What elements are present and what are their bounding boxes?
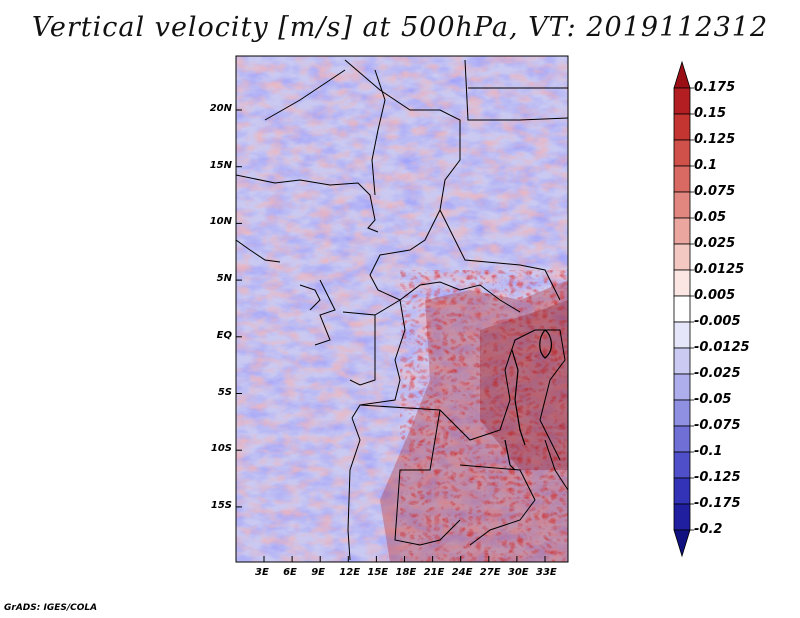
lon-label: 27E (479, 567, 501, 578)
colorbar-cell (673, 295, 691, 323)
colorbar-label: -0.025 (694, 366, 741, 381)
colorbar-label: 0.15 (694, 106, 727, 121)
colorbar-label: -0.125 (694, 470, 741, 485)
colorbar-cell (673, 113, 691, 141)
colorbar-label: -0.175 (694, 496, 741, 511)
colorbar-label: -0.075 (694, 418, 741, 433)
lat-ticks (236, 109, 242, 508)
lat-label: 20N (209, 103, 232, 114)
colorbar-cell (673, 425, 691, 453)
colorbar-label: 0.05 (694, 210, 727, 225)
lat-label: 10S (210, 443, 232, 455)
colorbar-cell (673, 60, 691, 89)
lon-label: 30E (507, 567, 529, 578)
colorbar-label: 0.0125 (694, 262, 745, 277)
colorbar-label: -0.05 (694, 392, 732, 407)
colorbar-cell (673, 373, 691, 401)
colorbar-cell (673, 451, 691, 479)
colorbar-label: 0.075 (694, 184, 736, 199)
colorbar-label: -0.1 (694, 444, 723, 459)
lon-label: 6E (283, 567, 297, 578)
colorbar-label: 0.175 (694, 80, 736, 95)
lon-label: 24E (451, 567, 473, 578)
colorbar-cell (673, 529, 691, 558)
colorbar-cell (673, 399, 691, 427)
lon-label: 3E (255, 567, 269, 578)
lon-ticks (263, 556, 546, 562)
country-borders (236, 59, 568, 561)
colorbar-cell (673, 269, 691, 297)
colorbar-cell (673, 217, 691, 245)
footer-credit: GrADS: IGES/COLA (4, 603, 98, 613)
lon-label: 9E (311, 567, 325, 578)
colorbar-cell (673, 165, 691, 193)
lat-label: 5S (217, 386, 232, 398)
lat-label: 15S (210, 499, 232, 511)
colorbar-label: -0.005 (694, 314, 741, 329)
map-frame (235, 55, 569, 563)
lon-label: 33E (536, 567, 557, 578)
lat-label: EQ (216, 329, 232, 341)
lon-label: 18E (395, 567, 417, 578)
lat-label: 15N (209, 159, 232, 171)
colorbar-cell (673, 87, 691, 115)
colorbar-label: 0.025 (694, 236, 736, 251)
colorbar-cell (673, 191, 691, 219)
colorbar-label: 0.1 (694, 158, 718, 173)
colorbar-cell (673, 477, 691, 505)
lat-label: 5N (216, 273, 232, 285)
colorbar-label: 0.125 (694, 132, 736, 147)
lon-label: 12E (339, 567, 361, 578)
colorbar-label: -0.2 (694, 522, 723, 537)
colorbar (673, 60, 694, 558)
vertical-velocity-field (236, 56, 568, 562)
colorbar-cell (673, 503, 691, 531)
lon-label: 21E (423, 567, 445, 578)
lake-outlines (504, 329, 552, 471)
lat-label: 10N (209, 216, 232, 228)
colorbar-cell (673, 243, 691, 271)
page-title: Vertical velocity [m/s] at 500hPa, VT: 2… (31, 12, 769, 43)
colorbar-cell (673, 139, 691, 167)
colorbar-label: -0.0125 (694, 340, 750, 355)
colorbar-label: 0.005 (694, 288, 736, 303)
colorbar-cell (673, 321, 691, 349)
colorbar-cell (673, 347, 691, 375)
lon-label: 15E (367, 567, 389, 578)
